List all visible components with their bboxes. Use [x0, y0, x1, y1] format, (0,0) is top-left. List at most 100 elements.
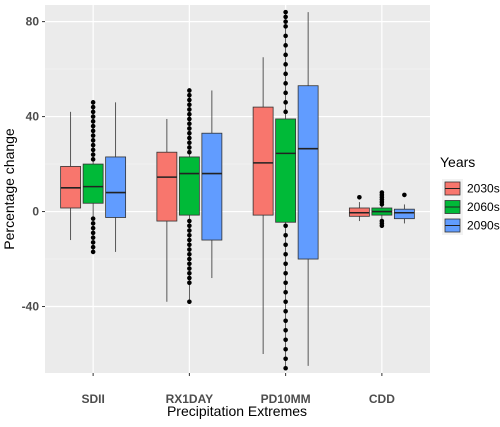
- outlier-point: [90, 123, 96, 129]
- outlier-point: [187, 130, 192, 136]
- outlier-point: [283, 81, 288, 86]
- outlier-point: [283, 24, 288, 29]
- outlier-point: [187, 237, 192, 243]
- box-SDII-2030s: [60, 111, 82, 241]
- y-tick-label: 0: [32, 205, 39, 219]
- series-2030s: [60, 57, 370, 355]
- outlier-point: [283, 109, 288, 115]
- outlier-point: [187, 218, 192, 224]
- legend: Years 2030s 2060s 2090s: [440, 154, 500, 235]
- legend-label: 2060s: [467, 200, 500, 214]
- legend-label: 2090s: [467, 219, 500, 233]
- box-PD10MM-2030s: [252, 57, 274, 355]
- box-RX1DAY-2030s: [156, 118, 178, 302]
- series-2090s: [105, 12, 415, 366]
- legend-label: 2030s: [467, 182, 500, 196]
- outlier-point: [90, 133, 96, 138]
- outlier-point: [283, 308, 288, 314]
- outlier-point: [90, 249, 96, 255]
- outlier-point: [283, 43, 288, 48]
- box-body: [178, 156, 200, 216]
- outlier-point: [90, 235, 96, 240]
- outlier-point: [187, 251, 192, 257]
- series-2060s: [82, 9, 393, 371]
- box-body: [393, 208, 415, 220]
- outlier-point: [283, 33, 288, 39]
- outlier-point: [283, 280, 288, 286]
- outlier-point: [187, 126, 192, 131]
- outlier-point: [283, 365, 288, 371]
- outlier-point: [283, 62, 288, 67]
- outlier-point: [283, 52, 288, 58]
- outlier-point: [187, 280, 192, 286]
- box-body: [275, 118, 297, 223]
- y-axis: -40 0 40 80: [22, 15, 45, 314]
- outlier-point: [283, 270, 288, 276]
- outlier-point: [90, 225, 96, 231]
- y-axis-title: Percentage change: [1, 128, 17, 250]
- outlier-point: [90, 138, 96, 143]
- outlier-point: [357, 195, 362, 200]
- box-body: [105, 156, 127, 218]
- legend-entry-2030s: 2030s: [442, 179, 500, 198]
- box-RX1DAY-2060s: [178, 88, 200, 305]
- outlier-point: [283, 90, 288, 96]
- x-axis-title: Precipitation Extremes: [167, 403, 307, 419]
- box-body: [201, 132, 223, 241]
- outlier-point: [283, 71, 288, 77]
- y-tick-label: 40: [26, 110, 40, 124]
- outlier-point: [283, 223, 288, 229]
- outlier-point: [283, 261, 288, 267]
- outlier-point: [187, 121, 192, 127]
- outlier-point: [90, 240, 96, 245]
- outlier-point: [283, 100, 288, 105]
- outlier-point: [187, 275, 192, 281]
- outlier-point: [187, 97, 192, 103]
- outlier-point: [90, 230, 96, 236]
- outlier-point: [283, 251, 288, 257]
- outlier-point: [90, 109, 96, 115]
- outlier-point: [283, 327, 288, 333]
- outlier-point: [379, 218, 385, 224]
- outlier-point: [90, 104, 96, 110]
- outlier-point: [283, 289, 288, 295]
- outlier-point: [187, 92, 192, 98]
- outlier-point: [187, 256, 192, 262]
- outlier-point: [90, 119, 96, 124]
- outlier-point: [90, 157, 96, 162]
- outlier-point: [90, 152, 96, 157]
- outlier-point: [187, 140, 192, 146]
- outlier-point: [283, 232, 288, 238]
- outlier-point: [90, 142, 96, 148]
- outlier-point: [283, 356, 288, 362]
- outlier-point: [187, 111, 192, 117]
- x-tick-label: SDII: [81, 392, 104, 406]
- outlier-point: [283, 14, 288, 20]
- outlier-point: [283, 299, 288, 305]
- outlier-point: [283, 9, 288, 15]
- outlier-point: [402, 192, 407, 198]
- box-PD10MM-2090s: [297, 12, 319, 366]
- outlier-point: [187, 88, 192, 93]
- box-CDD-2030s: [348, 195, 370, 222]
- x-axis: SDII RX1DAY PD10MM CDD: [81, 373, 395, 406]
- box-body: [297, 85, 319, 260]
- outlier-point: [90, 100, 96, 105]
- y-tick-label: -40: [22, 300, 40, 314]
- box-body: [82, 163, 104, 204]
- outlier-point: [187, 135, 192, 141]
- box-PD10MM-2060s: [275, 9, 297, 371]
- outlier-point: [283, 346, 288, 352]
- x-tick-label: PD10MM: [261, 392, 311, 406]
- outlier-point: [90, 244, 96, 250]
- outlier-point: [187, 266, 192, 271]
- outlier-point: [187, 228, 192, 233]
- box-SDII-2090s: [105, 102, 127, 252]
- outlier-point: [90, 114, 96, 119]
- outlier-point: [187, 102, 192, 108]
- box-CDD-2090s: [393, 192, 415, 224]
- outlier-point: [187, 242, 192, 248]
- box-body: [252, 106, 274, 216]
- outlier-point: [187, 145, 192, 150]
